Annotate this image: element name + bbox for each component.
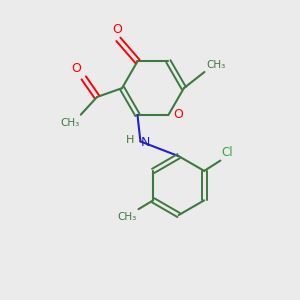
Text: O: O	[112, 23, 122, 36]
Text: CH₃: CH₃	[118, 212, 137, 221]
Text: N: N	[140, 136, 150, 149]
Text: Cl: Cl	[222, 146, 233, 159]
Text: H: H	[126, 135, 134, 145]
Text: CH₃: CH₃	[206, 61, 225, 70]
Text: O: O	[174, 108, 184, 122]
Text: O: O	[71, 62, 81, 75]
Text: CH₃: CH₃	[60, 118, 79, 128]
